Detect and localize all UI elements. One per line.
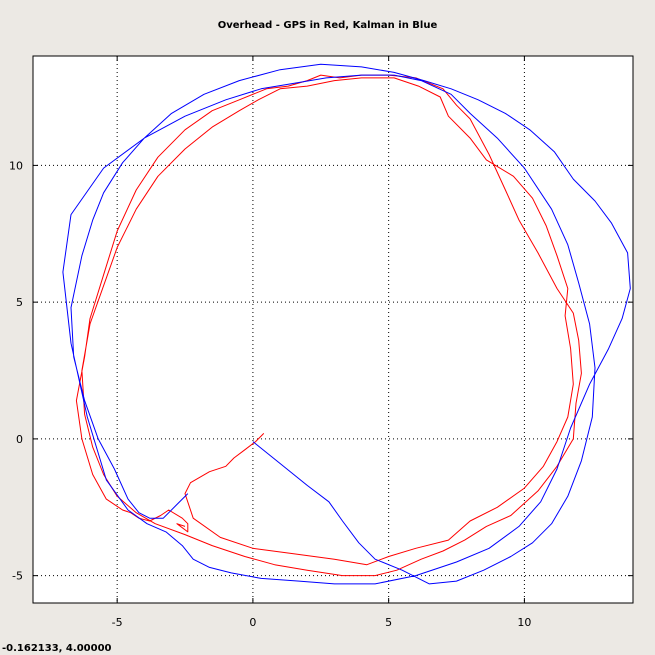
grid-lines: [33, 56, 633, 603]
y-tick-label: 10: [9, 159, 23, 172]
cursor-coordinate-readout: -0.162133, 4.00000: [2, 643, 112, 654]
kalman-track-line: [62, 63, 631, 585]
x-tick-label: -5: [112, 616, 123, 629]
series-layer: [62, 63, 631, 585]
plot-frame: [32, 55, 634, 604]
x-tick-label: 5: [385, 616, 392, 629]
y-tick-label: 0: [16, 433, 23, 446]
x-tick-label: 10: [517, 616, 531, 629]
y-tick-label: -5: [12, 570, 23, 583]
y-tick-label: 5: [16, 296, 23, 309]
gps-track-line: [75, 74, 582, 577]
chart-title: Overhead - GPS in Red, Kalman in Blue: [217, 20, 438, 31]
axis-ticks: -5 0 5 10 -5 0 5 10: [9, 56, 633, 629]
plot-area-background: [33, 56, 633, 603]
x-tick-label: 0: [249, 616, 256, 629]
